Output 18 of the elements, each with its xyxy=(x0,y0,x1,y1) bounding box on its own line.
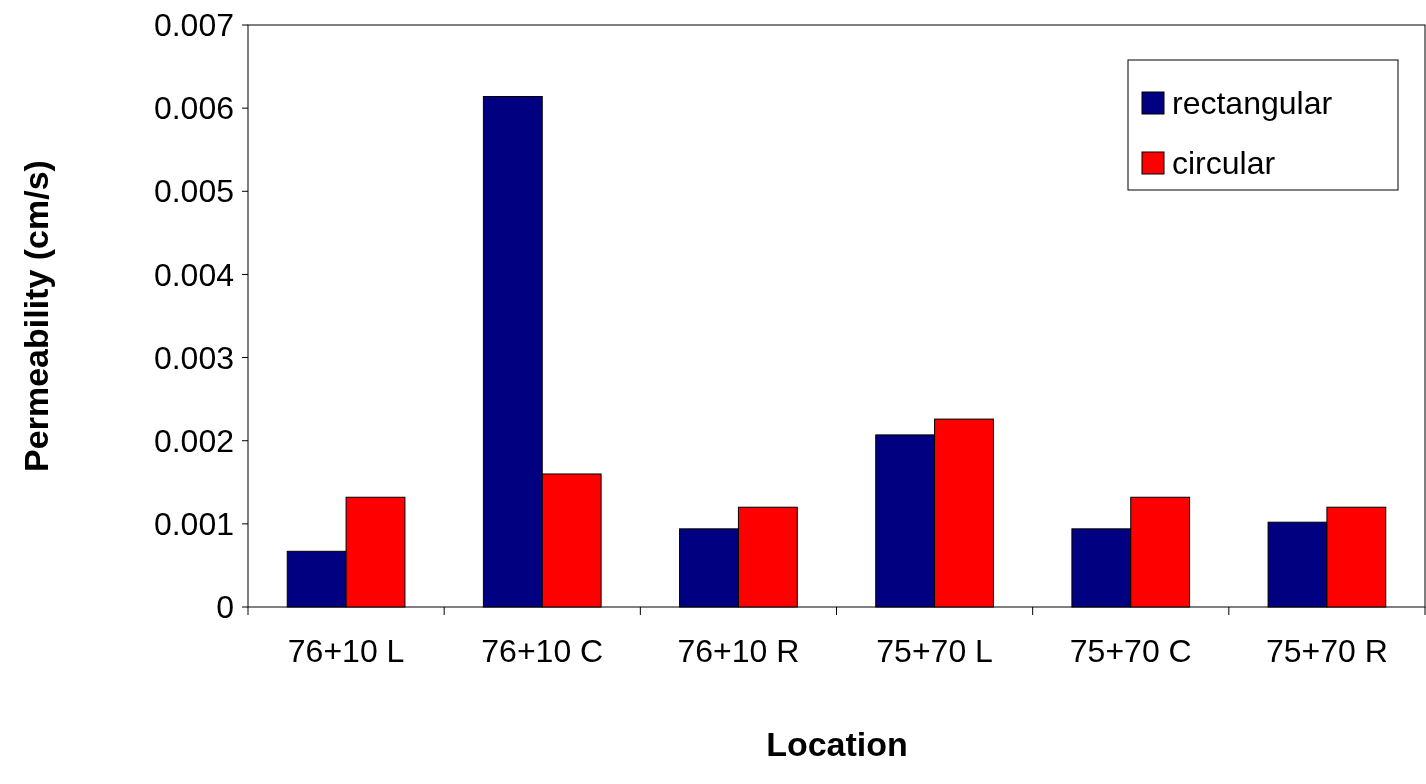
y-tick-label: 0.006 xyxy=(153,90,234,127)
y-tick-label: 0 xyxy=(216,589,234,626)
x-tick-label: 76+10 R xyxy=(677,633,800,669)
x-tick-label: 75+70 L xyxy=(876,633,993,669)
y-tick-label: 0.007 xyxy=(153,7,234,44)
y-tick-label: 0.002 xyxy=(153,422,234,459)
x-tick-label: 76+10 C xyxy=(481,633,604,669)
x-tick-label: 76+10 L xyxy=(287,633,405,669)
y-tick-label: 0.001 xyxy=(153,506,234,543)
x-tick-label: 75+70 C xyxy=(1069,633,1192,669)
x-tick-label: 75+70 R xyxy=(1265,633,1388,669)
y-tick-label: 0.003 xyxy=(153,339,234,376)
y-tick-label: 0.005 xyxy=(153,173,234,210)
y-axis-title: Permeability (cm/s) xyxy=(17,160,55,472)
y-tick-label: 0.004 xyxy=(153,256,234,293)
legend-label: rectangular xyxy=(1172,85,1333,121)
legend-label: circular xyxy=(1172,145,1276,181)
x-axis-title: Location xyxy=(766,725,908,763)
